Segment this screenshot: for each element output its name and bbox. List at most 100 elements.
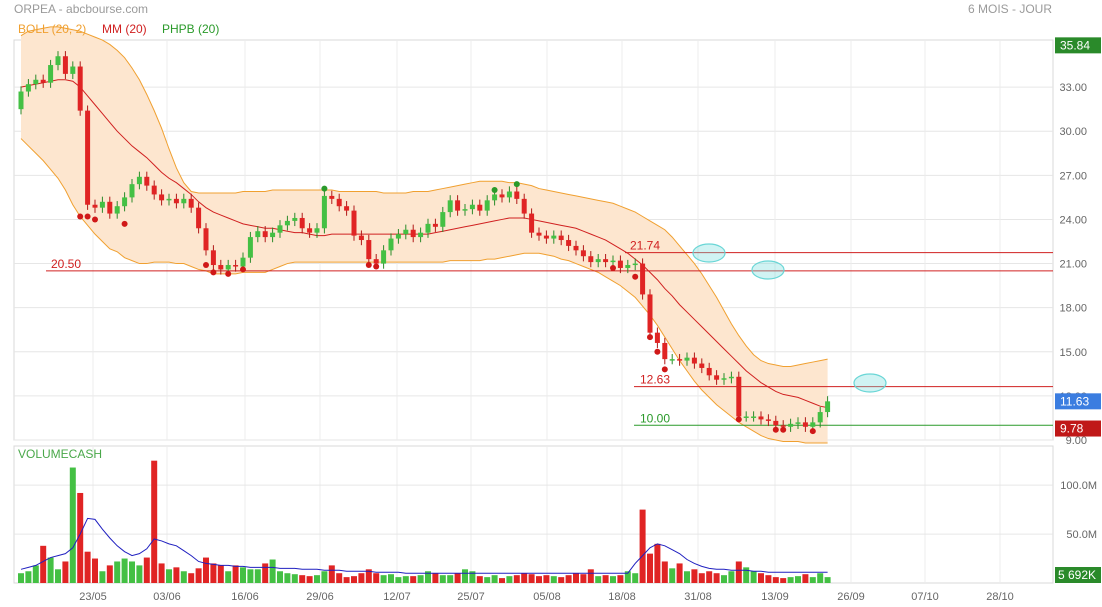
volume-bar bbox=[92, 558, 98, 583]
volume-bar bbox=[402, 576, 409, 583]
price-badge-box bbox=[1055, 393, 1101, 410]
candle-body bbox=[99, 201, 105, 208]
price-badge: 35.84 bbox=[1055, 37, 1101, 54]
volume-bar bbox=[765, 575, 772, 583]
candle-body bbox=[736, 376, 742, 417]
candle bbox=[247, 231, 253, 263]
candle bbox=[381, 245, 387, 269]
candle-body bbox=[691, 357, 697, 364]
candle-body bbox=[351, 210, 357, 236]
chart-title: ORPEA - abcbourse.com bbox=[14, 2, 149, 16]
volume-bar bbox=[454, 573, 461, 583]
highlight-ellipse bbox=[692, 243, 726, 263]
phpb-low-signal bbox=[203, 262, 209, 269]
candle-body bbox=[240, 257, 246, 267]
volume-bar bbox=[18, 573, 24, 583]
candle bbox=[684, 352, 690, 366]
x-tick-label: 26/09 bbox=[837, 591, 865, 603]
volume-bar bbox=[587, 569, 594, 583]
candle bbox=[233, 259, 239, 272]
candle bbox=[543, 230, 549, 244]
candle-body bbox=[55, 56, 61, 66]
candle-body bbox=[529, 213, 535, 233]
candle bbox=[462, 204, 468, 216]
volume-bar bbox=[417, 575, 424, 583]
volume-bar bbox=[114, 561, 121, 583]
volume-bar bbox=[462, 569, 468, 583]
volume-badge-box bbox=[1055, 567, 1101, 583]
bollinger-lower-line bbox=[20, 138, 828, 444]
volume-bar bbox=[691, 569, 698, 583]
volume-bar bbox=[180, 571, 187, 583]
candle-body bbox=[292, 217, 298, 221]
price-tick-label: 27.00 bbox=[1059, 170, 1087, 182]
phpb-low-signal bbox=[809, 428, 816, 435]
candle-body bbox=[773, 420, 779, 426]
legend-bollinger: BOLL (20, 2) bbox=[18, 22, 87, 36]
candle-body bbox=[151, 185, 157, 195]
volume-bar bbox=[321, 571, 328, 583]
candle bbox=[395, 229, 401, 244]
candle-body bbox=[647, 294, 653, 333]
x-tick-label: 03/06 bbox=[153, 591, 181, 603]
candle bbox=[403, 224, 409, 240]
price-badge-label: 35.84 bbox=[1060, 38, 1090, 52]
candle bbox=[270, 227, 276, 243]
volume-bar bbox=[573, 573, 579, 583]
x-tick-label: 13/09 bbox=[761, 591, 789, 603]
volume-bar bbox=[314, 575, 320, 583]
candle bbox=[514, 186, 520, 205]
candle bbox=[218, 259, 224, 275]
price-tick-label: 9.00 bbox=[1066, 435, 1087, 447]
candle-body bbox=[321, 195, 327, 229]
x-tick-label: 29/06 bbox=[306, 591, 334, 603]
volume-badge-label: 5 692K bbox=[1058, 568, 1096, 582]
candle bbox=[92, 199, 98, 213]
volume-bar bbox=[121, 558, 128, 583]
volume-bar bbox=[676, 563, 683, 583]
candle bbox=[477, 199, 483, 216]
phpb-high-signal bbox=[321, 185, 328, 192]
candle bbox=[307, 223, 313, 238]
volume-bar bbox=[476, 576, 483, 583]
volume-bar bbox=[632, 573, 639, 583]
candle-body bbox=[358, 235, 364, 241]
candle bbox=[558, 230, 564, 246]
candle-body bbox=[654, 332, 660, 343]
candle-body bbox=[566, 240, 572, 246]
phpb-high-signal bbox=[491, 187, 498, 194]
candle-body bbox=[122, 197, 128, 207]
volume-bar bbox=[484, 577, 491, 583]
candle-body bbox=[33, 79, 39, 85]
candle bbox=[736, 371, 742, 422]
phpb-low-signal bbox=[84, 213, 91, 220]
candle-body bbox=[699, 363, 705, 368]
volume-bar bbox=[203, 557, 209, 583]
period-label[interactable]: 6 MOIS - JOUR bbox=[967, 2, 1052, 16]
price-tick-label: 21.00 bbox=[1059, 259, 1087, 271]
phpb-low-signal bbox=[735, 416, 742, 423]
candle-body bbox=[284, 220, 290, 226]
candle-body bbox=[617, 260, 623, 268]
candle bbox=[425, 218, 431, 238]
volume-bar bbox=[624, 571, 631, 583]
candle bbox=[77, 61, 83, 116]
candle-body bbox=[188, 198, 194, 208]
volume-bar bbox=[669, 568, 676, 583]
volume-bar bbox=[62, 561, 69, 583]
volume-average-line bbox=[20, 517, 828, 574]
volume-bar bbox=[802, 574, 809, 583]
candle bbox=[765, 414, 771, 427]
volume-bar bbox=[84, 551, 91, 583]
candle bbox=[817, 406, 823, 428]
candle bbox=[632, 258, 638, 271]
phpb-low-signal bbox=[77, 213, 84, 220]
volume-bar bbox=[639, 509, 646, 583]
candle-body bbox=[432, 223, 438, 227]
candle bbox=[166, 193, 172, 206]
bollinger-upper-line bbox=[20, 26, 828, 367]
volume-bar bbox=[706, 571, 713, 583]
volume-bar bbox=[491, 575, 498, 583]
candle bbox=[640, 258, 646, 300]
candle bbox=[751, 411, 757, 422]
